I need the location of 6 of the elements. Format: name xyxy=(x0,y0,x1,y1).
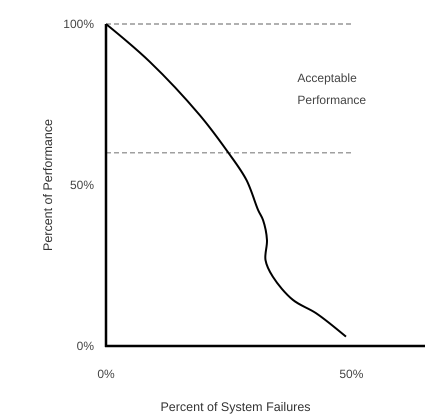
x-axis-title: Percent of System Failures xyxy=(160,400,311,414)
y-tick-label: 0% xyxy=(76,339,94,354)
y-axis-title: Percent of Performance xyxy=(41,118,55,252)
annotation: Acceptable Performance xyxy=(297,70,366,107)
y-tick-label: 100% xyxy=(63,17,94,32)
y-tick-label: 50% xyxy=(70,178,94,192)
